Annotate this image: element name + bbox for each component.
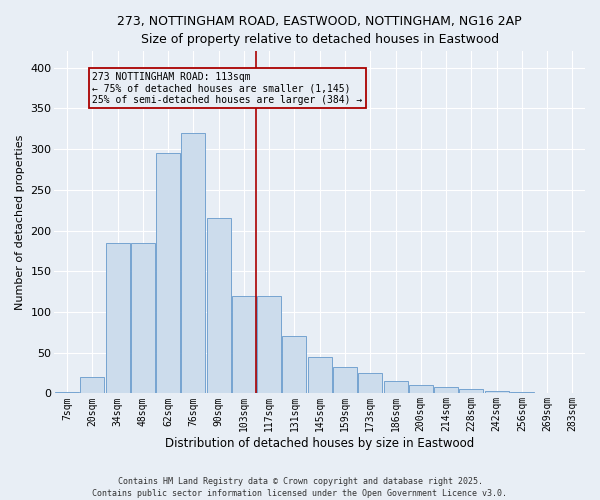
Y-axis label: Number of detached properties: Number of detached properties <box>15 134 25 310</box>
Text: Contains HM Land Registry data © Crown copyright and database right 2025.
Contai: Contains HM Land Registry data © Crown c… <box>92 476 508 498</box>
Bar <box>257 296 281 394</box>
X-axis label: Distribution of detached houses by size in Eastwood: Distribution of detached houses by size … <box>165 437 475 450</box>
Bar <box>333 368 357 394</box>
Bar <box>560 392 584 394</box>
Bar <box>156 153 180 394</box>
Bar <box>485 391 509 394</box>
Bar <box>80 377 104 394</box>
Bar <box>510 392 534 394</box>
Bar <box>358 373 382 394</box>
Bar <box>106 242 130 394</box>
Bar <box>308 357 332 394</box>
Bar <box>55 392 79 394</box>
Bar <box>232 296 256 394</box>
Title: 273, NOTTINGHAM ROAD, EASTWOOD, NOTTINGHAM, NG16 2AP
Size of property relative t: 273, NOTTINGHAM ROAD, EASTWOOD, NOTTINGH… <box>118 15 522 46</box>
Bar <box>206 218 230 394</box>
Bar <box>535 392 559 394</box>
Bar <box>434 387 458 394</box>
Bar <box>409 386 433 394</box>
Bar <box>383 381 407 394</box>
Bar <box>131 242 155 394</box>
Bar <box>283 336 307 394</box>
Text: 273 NOTTINGHAM ROAD: 113sqm
← 75% of detached houses are smaller (1,145)
25% of : 273 NOTTINGHAM ROAD: 113sqm ← 75% of det… <box>92 72 362 105</box>
Bar <box>181 133 205 394</box>
Bar <box>460 390 484 394</box>
